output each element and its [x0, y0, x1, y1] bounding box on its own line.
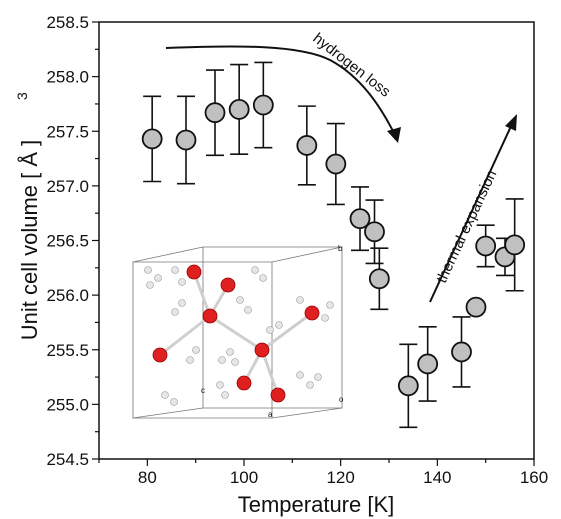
y-tick-label: 255.0	[46, 395, 89, 414]
x-tick-label: 120	[326, 468, 354, 487]
y-tick-label: 258.0	[46, 68, 89, 87]
crystal-structure-inset: b c a o	[132, 244, 344, 419]
data-point	[141, 128, 163, 150]
data-series	[141, 61, 526, 429]
data-point	[349, 208, 371, 230]
thermal-expansion-label: thermal expansion	[433, 167, 500, 285]
inset-axis-label-c: c	[201, 386, 205, 395]
data-point	[465, 296, 487, 318]
data-point	[451, 341, 472, 363]
y-tick-label: 258.5	[46, 13, 89, 32]
thermal-expansion-arrow	[429, 114, 517, 303]
x-tick-label: 80	[138, 468, 157, 487]
inset-axis-label-a: a	[268, 410, 273, 419]
y-tick-label: 257.0	[46, 177, 89, 196]
x-tick-label: 140	[423, 468, 451, 487]
x-axis: 80 100 120 140 160	[98, 459, 548, 487]
y-tick-label: 256.0	[46, 286, 89, 305]
x-axis-title: Temperature [K]	[238, 492, 395, 517]
y-tick-label: 256.5	[46, 232, 89, 251]
data-point	[417, 353, 439, 375]
hydrogen-loss-arrow	[165, 45, 401, 143]
data-point	[504, 234, 526, 256]
data-point	[175, 129, 197, 151]
data-point	[364, 221, 385, 243]
data-point	[325, 153, 347, 175]
y-tick-label: 254.5	[46, 450, 89, 469]
data-point	[204, 102, 226, 124]
y-axis-title-superscript: 3	[14, 92, 30, 100]
data-point	[397, 375, 419, 397]
data-point	[228, 99, 250, 120]
inset-axis-label-b: b	[338, 244, 343, 253]
y-axis-title: Unit cell volume [ Å ]	[17, 140, 42, 341]
y-axis: 254.5 255.0 255.5 256.0 256.5 257.0 257.5 258.0…	[46, 13, 99, 469]
data-point	[296, 135, 318, 156]
hydrogen-loss-label: hydrogen loss	[310, 30, 394, 101]
x-tick-label: 160	[520, 468, 548, 487]
data-point	[252, 94, 274, 116]
inset-axis-label-o: o	[339, 395, 344, 404]
data-point	[368, 268, 390, 290]
y-tick-label: 257.5	[46, 122, 89, 141]
x-tick-label: 100	[230, 468, 258, 487]
y-tick-label: 255.5	[46, 341, 89, 360]
data-point	[475, 235, 497, 257]
